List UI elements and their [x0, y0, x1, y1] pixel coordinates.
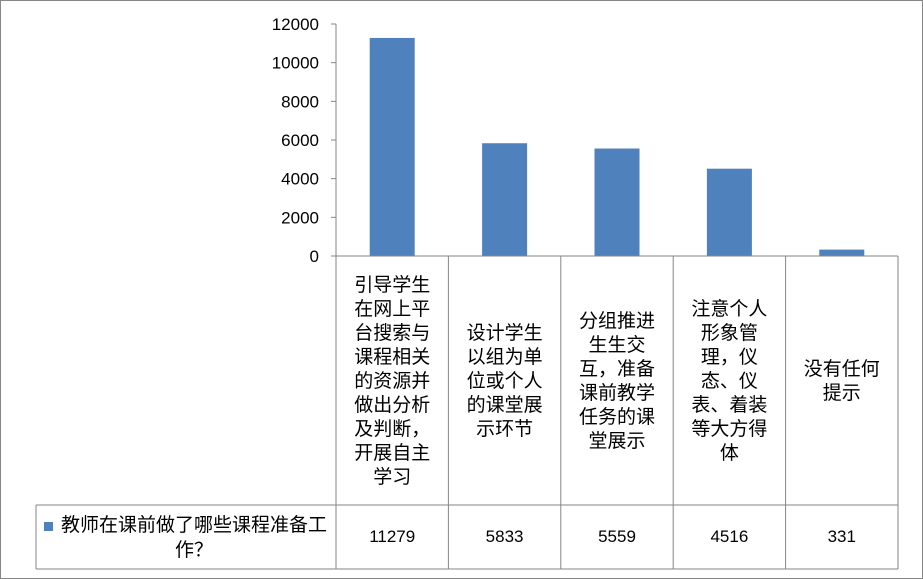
x-category-label: 设计学生以组为单位或个人的课堂展示环节 — [466, 321, 543, 440]
y-tick-label: 12000 — [272, 15, 319, 34]
y-tick-label: 8000 — [281, 92, 319, 111]
table-value: 11279 — [369, 527, 416, 546]
x-category-label: 没有任何提示 — [803, 357, 880, 404]
table-value: 331 — [827, 527, 856, 546]
y-tick-label: 4000 — [281, 170, 319, 189]
bar — [819, 249, 865, 256]
y-tick-layer: 0 2000 4000 6000 8000 10000 12000 — [272, 15, 336, 266]
bar-layer — [369, 37, 865, 257]
table-value: 5559 — [598, 527, 636, 546]
table-value: 5833 — [485, 527, 524, 546]
y-tick-label: 0 — [310, 247, 319, 266]
y-tick-label: 10000 — [272, 54, 319, 73]
legend-entry: 教师在课前做了哪些课程准备工作？ — [40, 505, 334, 571]
x-category-label: 引导学生在网上平台搜索与课程相关的资源并做出分析及判断，开展自主学习 — [354, 273, 431, 488]
bar — [482, 143, 528, 256]
bar — [369, 37, 415, 257]
x-category-label: 注意个人形象管理，仪态、仪表、着装等大方得体 — [691, 297, 768, 464]
table-value: 4516 — [710, 527, 749, 546]
y-tick-label: 6000 — [281, 131, 319, 150]
data-table-grid — [35, 255, 899, 570]
legend-label: 教师在课前做了哪些课程准备工作？ — [60, 514, 327, 561]
bar — [706, 168, 752, 256]
bar — [594, 148, 640, 256]
y-tick-label: 2000 — [281, 208, 319, 227]
x-category-label: 分组推进生生交互，准备课前教学任务的课堂展示 — [578, 309, 655, 452]
legend-swatch — [44, 522, 53, 531]
